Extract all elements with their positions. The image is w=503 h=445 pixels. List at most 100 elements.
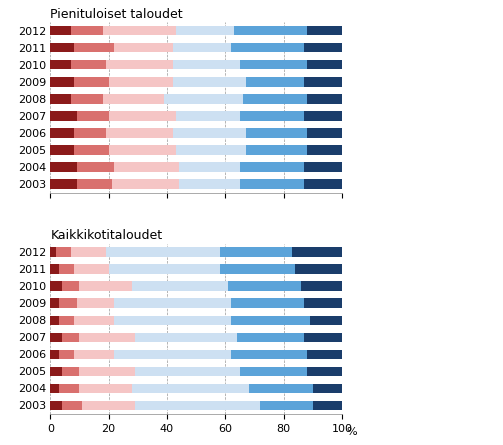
Bar [219,247,292,257]
Bar [135,332,237,342]
Bar [115,350,231,359]
Bar [59,264,73,274]
Bar [103,26,176,36]
Bar [307,26,342,36]
Bar [176,26,234,36]
Bar [313,400,342,410]
Bar [228,282,301,291]
Bar [304,162,342,172]
Bar [73,350,115,359]
Bar [73,77,109,86]
Bar [240,179,304,189]
Bar [164,94,243,104]
Bar [132,282,228,291]
Bar [59,384,79,393]
Bar [231,350,307,359]
Bar [304,179,342,189]
Text: Kaikkikotitaloudet: Kaikkikotitaloudet [50,230,162,243]
Bar [310,316,342,325]
Text: %: % [347,428,357,437]
Bar [304,332,342,342]
Bar [173,128,246,138]
Bar [76,179,112,189]
Bar [73,128,106,138]
Bar [79,384,132,393]
Bar [304,111,342,121]
Bar [59,350,73,359]
Bar [79,367,135,376]
Bar [219,264,295,274]
Bar [307,94,342,104]
Bar [132,384,248,393]
Bar [313,384,342,393]
Bar [115,43,173,53]
Bar [50,332,62,342]
Bar [50,316,59,325]
Bar [179,162,240,172]
Bar [106,128,173,138]
Bar [295,264,342,274]
Bar [56,247,71,257]
Bar [50,350,59,359]
Bar [246,77,304,86]
Bar [240,111,304,121]
Bar [50,367,62,376]
Bar [50,145,73,154]
Bar [234,26,307,36]
Bar [246,145,307,154]
Bar [71,60,106,69]
Bar [50,60,71,69]
Bar [50,247,56,257]
Bar [231,43,304,53]
Bar [59,316,73,325]
Bar [79,332,135,342]
Bar [62,332,79,342]
Bar [50,179,76,189]
Bar [50,77,73,86]
Bar [50,282,62,291]
Bar [76,111,109,121]
Bar [176,145,246,154]
Bar [73,43,115,53]
Bar [106,60,173,69]
Bar [292,247,342,257]
Bar [301,282,342,291]
Bar [76,299,115,308]
Bar [307,350,342,359]
Bar [135,400,261,410]
Bar [50,384,59,393]
Bar [248,384,313,393]
Text: Pienituloiset taloudet: Pienituloiset taloudet [50,8,183,21]
Bar [62,282,79,291]
Bar [115,162,179,172]
Bar [50,264,59,274]
Bar [173,43,231,53]
Bar [76,162,115,172]
Bar [176,111,240,121]
Bar [173,77,246,86]
Bar [73,316,115,325]
Bar [50,43,73,53]
Bar [71,94,103,104]
Bar [115,316,231,325]
Bar [261,400,313,410]
Bar [109,111,176,121]
Bar [179,179,240,189]
Bar [115,299,231,308]
Bar [307,145,342,154]
Bar [112,179,179,189]
Bar [307,128,342,138]
Bar [79,282,132,291]
Bar [73,264,109,274]
Bar [109,77,173,86]
Bar [59,299,76,308]
Bar [103,94,164,104]
Bar [62,367,79,376]
Bar [50,128,73,138]
Bar [237,332,304,342]
Bar [246,128,307,138]
Bar [109,145,176,154]
Bar [71,247,106,257]
Bar [50,400,62,410]
Bar [240,162,304,172]
